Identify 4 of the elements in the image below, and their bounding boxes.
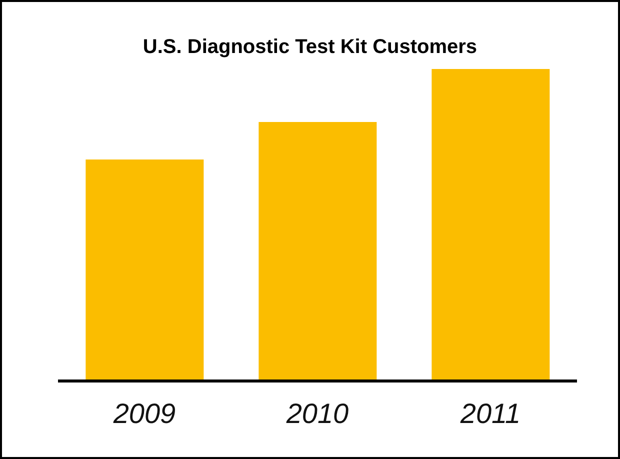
x-tick-label: 2011 — [459, 398, 521, 429]
x-tick-label: 2009 — [112, 398, 176, 429]
x-tick-label: 2010 — [285, 398, 350, 429]
chart-title: U.S. Diagnostic Test Kit Customers — [142, 36, 478, 59]
